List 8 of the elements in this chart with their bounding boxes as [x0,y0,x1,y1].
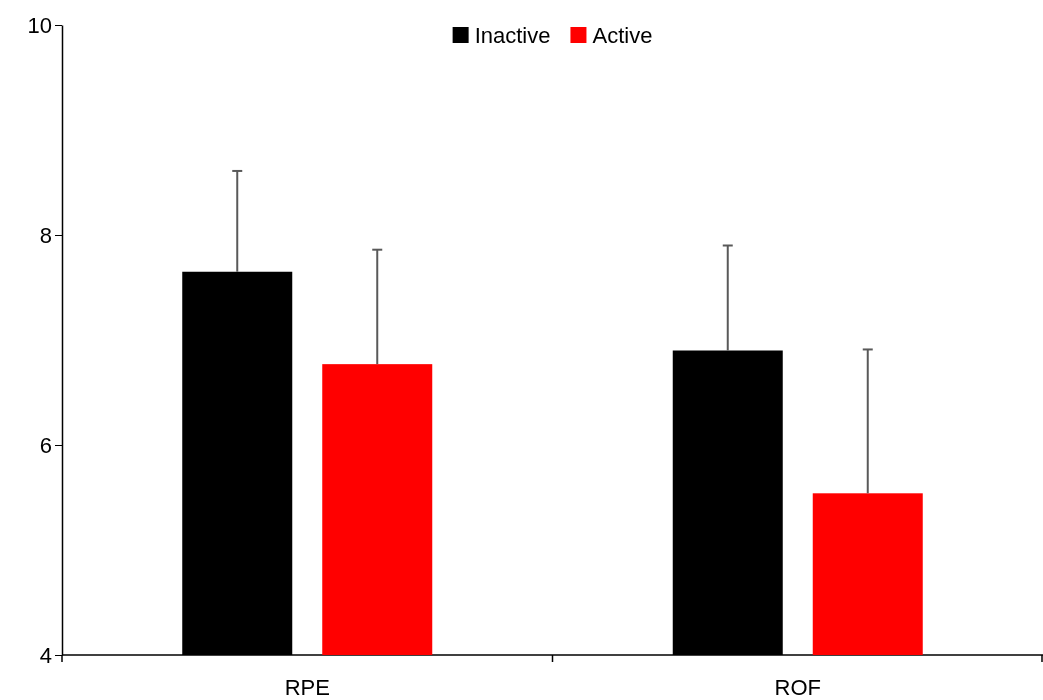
legend-label: Active [592,23,653,48]
y-tick-label: 6 [39,432,52,458]
legend-label: Inactive [474,23,551,48]
x-tick-label: ROF [774,675,821,700]
y-tick-label: 4 [39,642,52,668]
x-tick-label: RPE [284,675,330,700]
y-tick-label: 10 [27,12,52,38]
y-tick-label: 8 [39,222,52,248]
